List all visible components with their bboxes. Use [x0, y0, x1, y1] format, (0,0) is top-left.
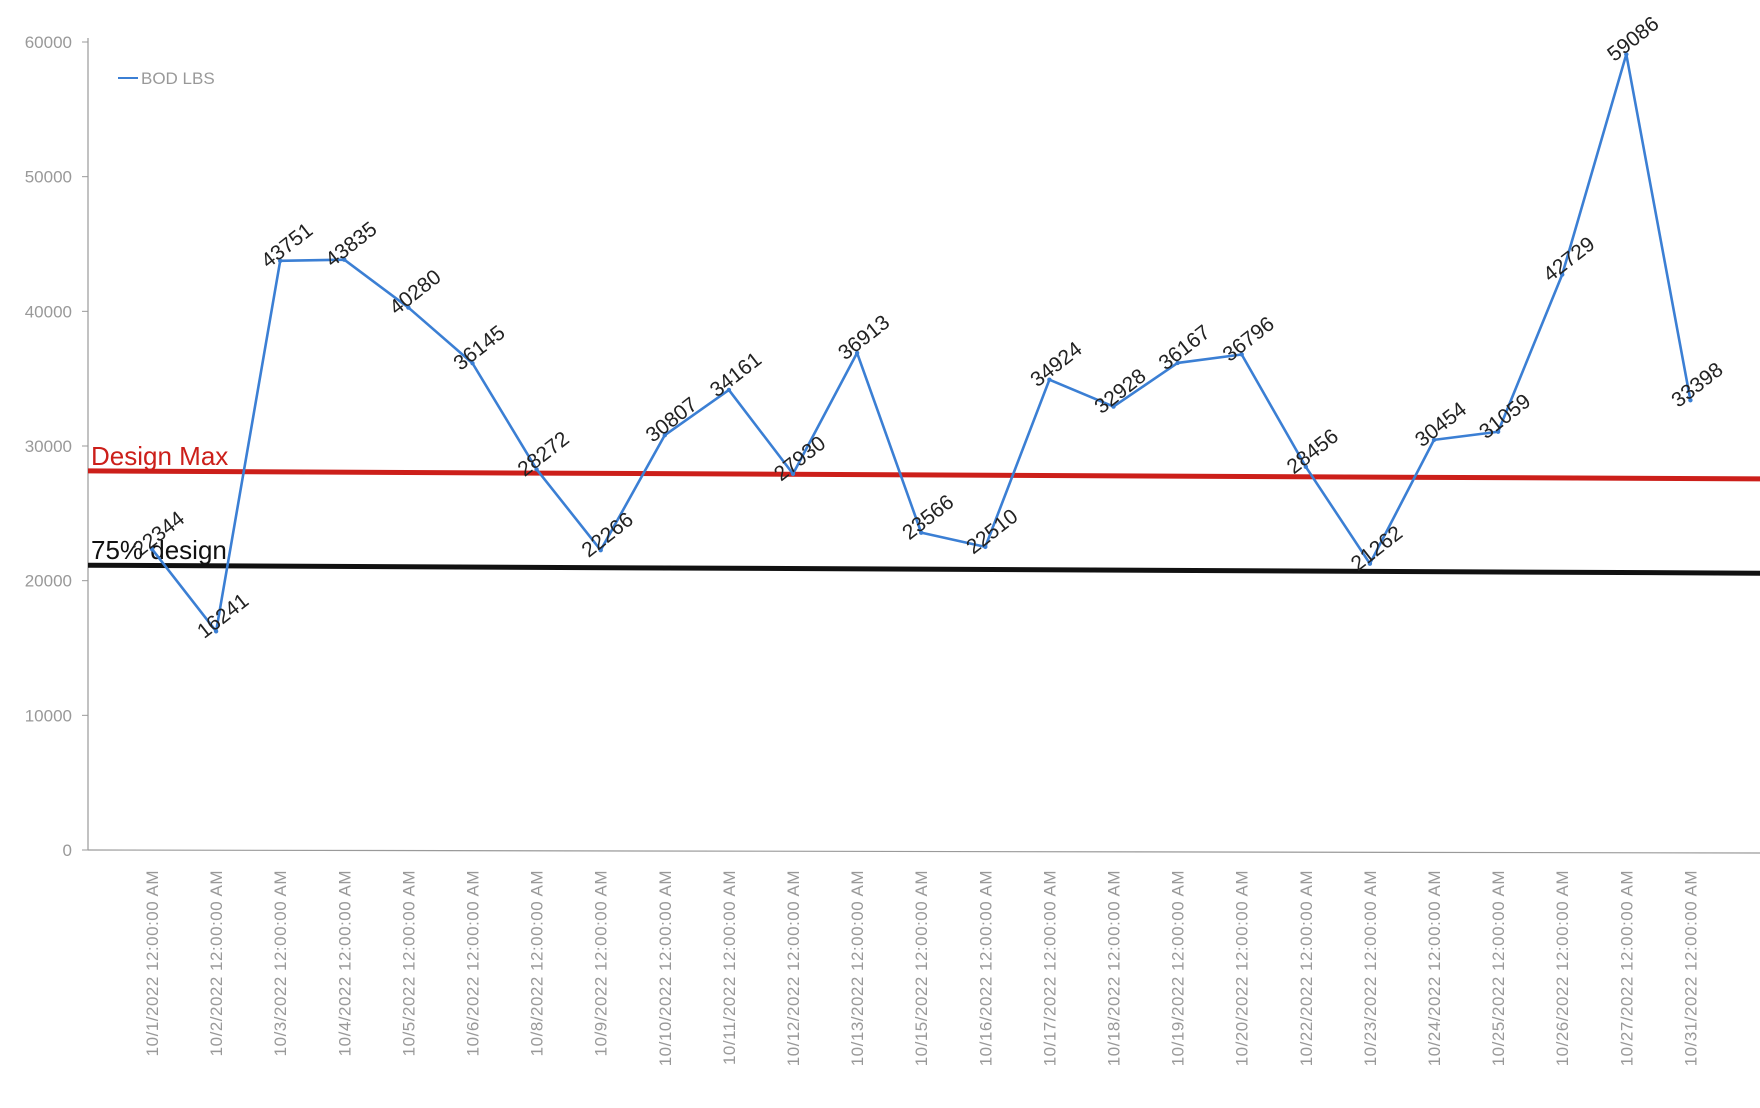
y-tick-label: 30000 — [25, 437, 72, 456]
data-point — [1111, 404, 1116, 409]
data-point — [406, 305, 411, 310]
y-tick-label: 40000 — [25, 302, 72, 321]
y-tick-label: 20000 — [25, 572, 72, 591]
data-point — [919, 530, 924, 535]
series-line-bod-lbs — [150, 53, 1692, 633]
x-tick-label: 10/11/2022 12:00:00 AM — [720, 870, 739, 1065]
data-point — [1303, 464, 1309, 469]
ref-label-design-max: Design Max — [91, 441, 228, 471]
y-tick-label: 10000 — [25, 706, 72, 725]
x-axis-line — [87, 849, 1760, 854]
data-point — [790, 471, 796, 477]
y-tick-label: 50000 — [25, 168, 72, 187]
x-tick-label: 10/6/2022 12:00:00 AM — [464, 870, 483, 1056]
data-point — [213, 629, 219, 634]
reference-lines: Design Max 75% design — [87, 441, 1760, 576]
data-point — [1431, 437, 1437, 443]
x-tick-label: 10/5/2022 12:00:00 AM — [399, 870, 418, 1056]
x-tick-label: 10/31/2022 12:00:00 AM — [1681, 870, 1700, 1066]
y-tick-label: 0 — [63, 841, 72, 860]
ref-label-75-design: 75% design — [91, 535, 227, 565]
y-tick-label: 60000 — [25, 33, 72, 52]
x-tick-label: 10/13/2022 12:00:00 AM — [848, 870, 867, 1066]
data-label: 28456 — [1283, 425, 1343, 479]
data-label: 32928 — [1090, 364, 1150, 418]
data-point — [598, 547, 603, 553]
data-label: 31059 — [1475, 390, 1535, 444]
x-tick-label: 10/9/2022 12:00:00 AM — [592, 870, 611, 1056]
x-tick-label: 10/20/2022 12:00:00 AM — [1233, 870, 1252, 1066]
x-tick-label: 10/26/2022 12:00:00 AM — [1553, 870, 1572, 1066]
data-point — [726, 387, 732, 393]
data-point — [854, 350, 860, 356]
x-tick-label: 10/3/2022 12:00:00 AM — [271, 870, 290, 1056]
data-point — [1367, 561, 1373, 566]
data-point — [1239, 352, 1244, 357]
data-point — [1688, 398, 1693, 403]
data-label: 36796 — [1219, 312, 1279, 366]
x-tick-label: 10/25/2022 12:00:00 AM — [1489, 870, 1508, 1066]
data-point — [534, 467, 539, 472]
data-label: 22266 — [578, 508, 638, 562]
x-tick-label: 10/22/2022 12:00:00 AM — [1297, 870, 1316, 1066]
data-label: 43751 — [257, 219, 317, 273]
data-label: 27930 — [770, 432, 830, 486]
ref-line-design-max — [87, 468, 1760, 482]
x-tick-label: 10/10/2022 12:00:00 AM — [656, 870, 675, 1066]
data-point — [342, 257, 347, 262]
data-label: 30454 — [1411, 398, 1471, 452]
y-axis: 0 10000 20000 30000 40000 50000 60000 — [25, 33, 89, 860]
x-axis: 10/1/2022 12:00:00 AM 10/2/2022 12:00:00 … — [87, 849, 1760, 1066]
x-tick-label: 10/18/2022 12:00:00 AM — [1105, 870, 1124, 1066]
x-tick-label: 10/19/2022 12:00:00 AM — [1169, 870, 1188, 1066]
data-label: 40280 — [385, 265, 445, 319]
data-point — [983, 544, 988, 550]
data-label: 33398 — [1667, 358, 1727, 412]
data-label: 23566 — [898, 491, 958, 545]
x-tick-label: 10/17/2022 12:00:00 AM — [1040, 870, 1059, 1066]
x-tick-label: 10/24/2022 12:00:00 AM — [1425, 870, 1444, 1066]
data-label: 22510 — [962, 505, 1022, 559]
x-tick-label: 10/16/2022 12:00:00 AM — [976, 870, 995, 1066]
series-layer — [149, 52, 1693, 634]
data-point — [662, 432, 667, 438]
data-label: 59086 — [1603, 12, 1663, 66]
legend: BOD LBS — [118, 69, 215, 88]
data-point — [149, 546, 155, 552]
data-point — [1175, 360, 1180, 366]
data-point — [1560, 272, 1565, 277]
data-label: 36145 — [449, 321, 509, 375]
x-tick-label: 10/2/2022 12:00:00 AM — [207, 870, 226, 1056]
x-tick-label: 10/1/2022 12:00:00 AM — [143, 870, 162, 1056]
data-label: 34161 — [706, 348, 766, 402]
data-label: 42729 — [1539, 232, 1599, 286]
data-label: 30807 — [642, 393, 702, 447]
data-point — [1047, 377, 1052, 382]
ref-line-75-design — [87, 562, 1760, 576]
x-tick-label: 10/27/2022 12:00:00 AM — [1617, 870, 1636, 1066]
data-label: 21262 — [1347, 522, 1407, 576]
data-label: 36913 — [834, 311, 894, 365]
data-point — [470, 361, 475, 366]
data-point — [1624, 52, 1629, 57]
x-tick-label: 10/23/2022 12:00:00 AM — [1361, 870, 1380, 1066]
data-point — [278, 258, 283, 264]
data-point — [1495, 429, 1501, 434]
x-tick-label: 10/4/2022 12:00:00 AM — [335, 870, 354, 1056]
x-tick-label: 10/15/2022 12:00:00 AM — [912, 870, 931, 1066]
x-tick-label: 10/8/2022 12:00:00 AM — [528, 870, 547, 1056]
data-label: 36167 — [1155, 321, 1215, 375]
x-tick-label: 10/12/2022 12:00:00 AM — [784, 870, 803, 1066]
legend-label-bod-lbs: BOD LBS — [141, 69, 215, 88]
